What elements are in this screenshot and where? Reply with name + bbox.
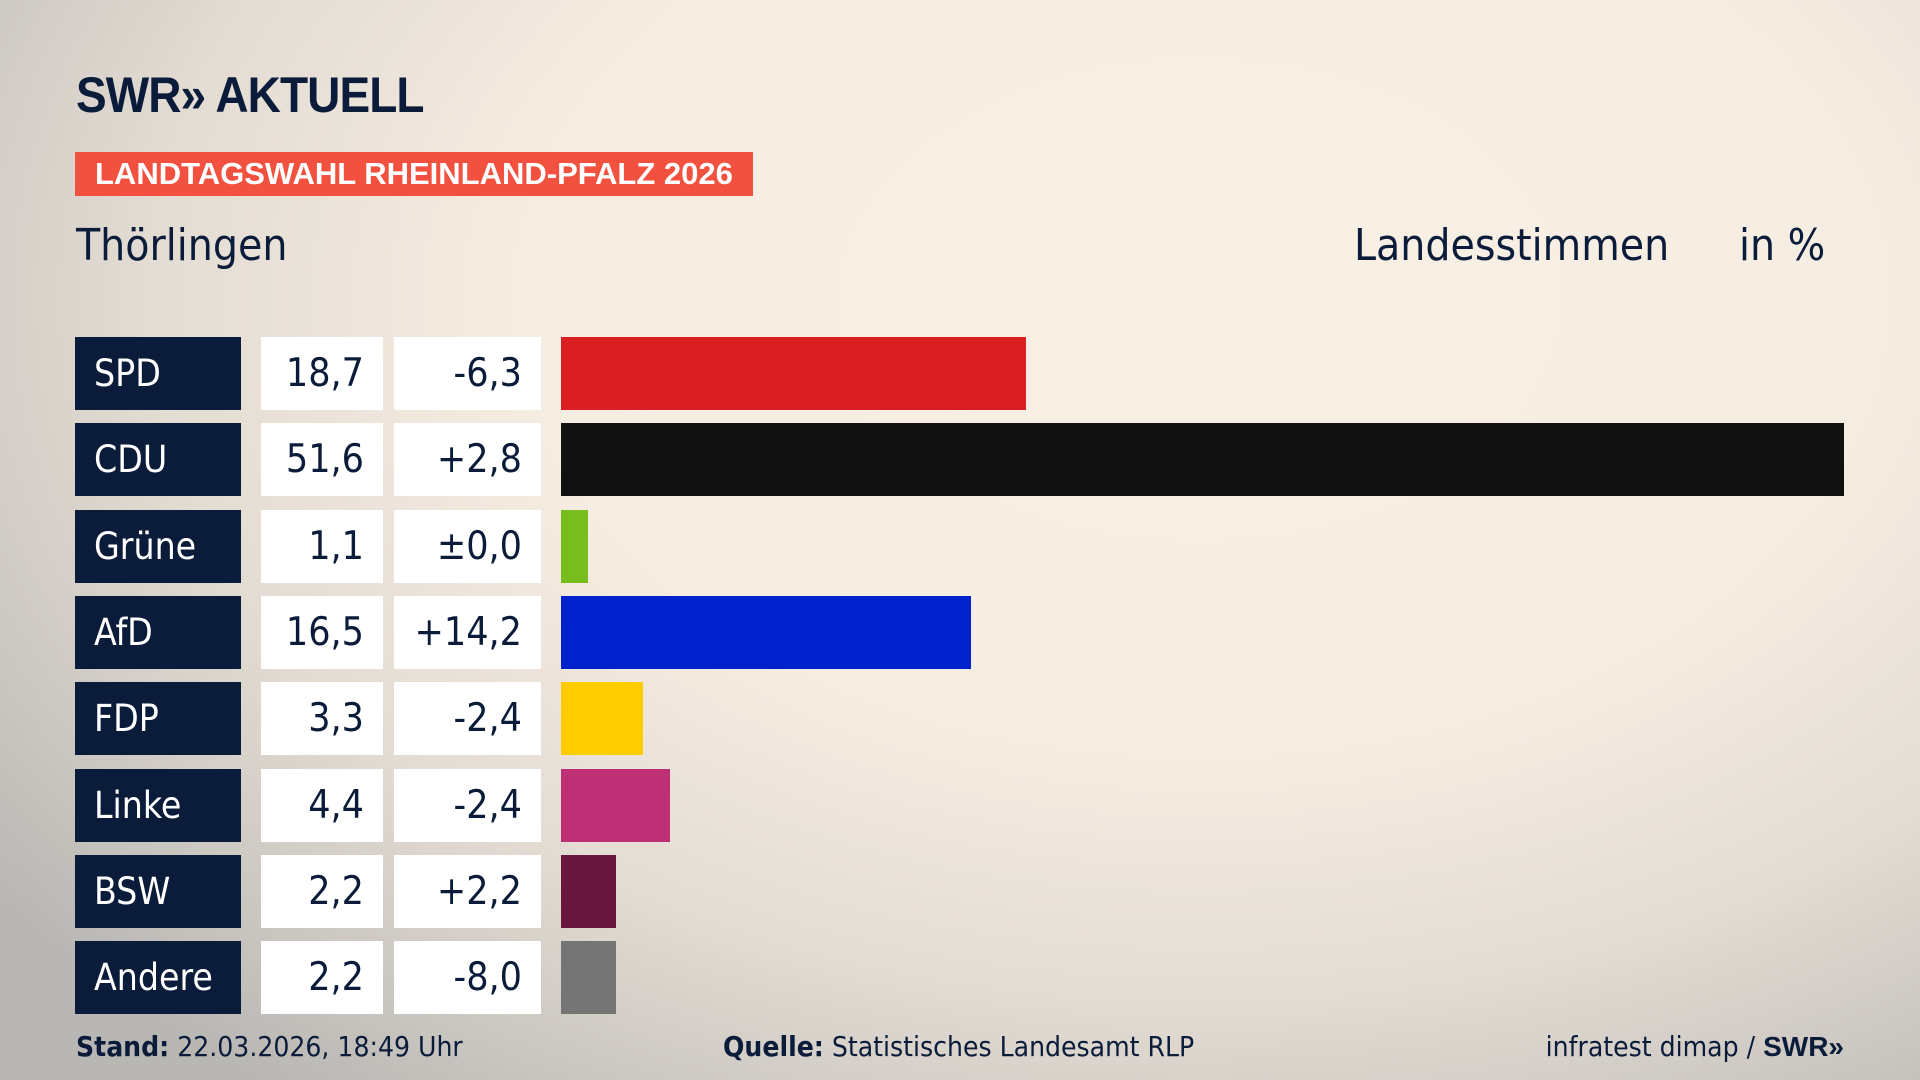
value-label: 16,5 bbox=[261, 595, 383, 669]
party-label: AfD bbox=[75, 595, 241, 669]
party-label: Grüne bbox=[75, 509, 241, 583]
diff-label: +2,8 bbox=[394, 423, 541, 497]
party-label: FDP bbox=[75, 682, 241, 756]
unit-label: in % bbox=[1739, 220, 1826, 271]
party-label: SPD bbox=[75, 337, 241, 410]
election-badge: LANDTAGSWAHL RHEINLAND-PFALZ 2026 bbox=[75, 152, 753, 196]
party-label: Andere bbox=[75, 941, 241, 1015]
credit-text: infratest dimap / bbox=[1545, 1030, 1756, 1063]
bar bbox=[561, 595, 972, 669]
value-label: 18,7 bbox=[261, 337, 383, 410]
diff-label: ±0,0 bbox=[394, 509, 541, 583]
bar bbox=[561, 941, 616, 1015]
value-label: 4,4 bbox=[261, 768, 383, 842]
stand-value: 22.03.2026, 18:49 Uhr bbox=[177, 1030, 463, 1063]
source-value: Statistisches Landesamt RLP bbox=[831, 1030, 1195, 1063]
diff-label: -8,0 bbox=[394, 941, 541, 1015]
bar bbox=[561, 423, 1844, 497]
source: Quelle: Statistisches Landesamt RLP bbox=[723, 1030, 1194, 1063]
stand-label: Stand: bbox=[76, 1030, 170, 1063]
value-label: 2,2 bbox=[261, 941, 383, 1015]
source-label: Quelle: bbox=[723, 1030, 824, 1063]
bar bbox=[561, 682, 644, 756]
diff-label: -2,4 bbox=[394, 768, 541, 842]
value-label: 2,2 bbox=[261, 854, 383, 928]
place-title: Thörlingen bbox=[76, 220, 288, 271]
diff-label: +2,2 bbox=[394, 854, 541, 928]
bar bbox=[561, 509, 589, 583]
party-label: Linke bbox=[75, 768, 241, 842]
bar bbox=[561, 337, 1026, 410]
value-label: 3,3 bbox=[261, 682, 383, 756]
timestamp: Stand: 22.03.2026, 18:49 Uhr bbox=[76, 1030, 463, 1063]
party-label: BSW bbox=[75, 854, 241, 928]
swr-logo: SWR» bbox=[1763, 1031, 1844, 1062]
bar bbox=[561, 854, 616, 928]
credit: infratest dimap / SWR» bbox=[1546, 1030, 1844, 1063]
diff-label: -6,3 bbox=[394, 337, 541, 410]
diff-label: +14,2 bbox=[394, 595, 541, 669]
bar bbox=[561, 768, 671, 842]
value-label: 1,1 bbox=[261, 509, 383, 583]
measure-label: Landesstimmen bbox=[1354, 220, 1670, 271]
party-label: CDU bbox=[75, 423, 241, 497]
swr-aktuell-logo: SWR» AKTUELL bbox=[76, 67, 424, 123]
value-label: 51,6 bbox=[261, 423, 383, 497]
diff-label: -2,4 bbox=[394, 682, 541, 756]
